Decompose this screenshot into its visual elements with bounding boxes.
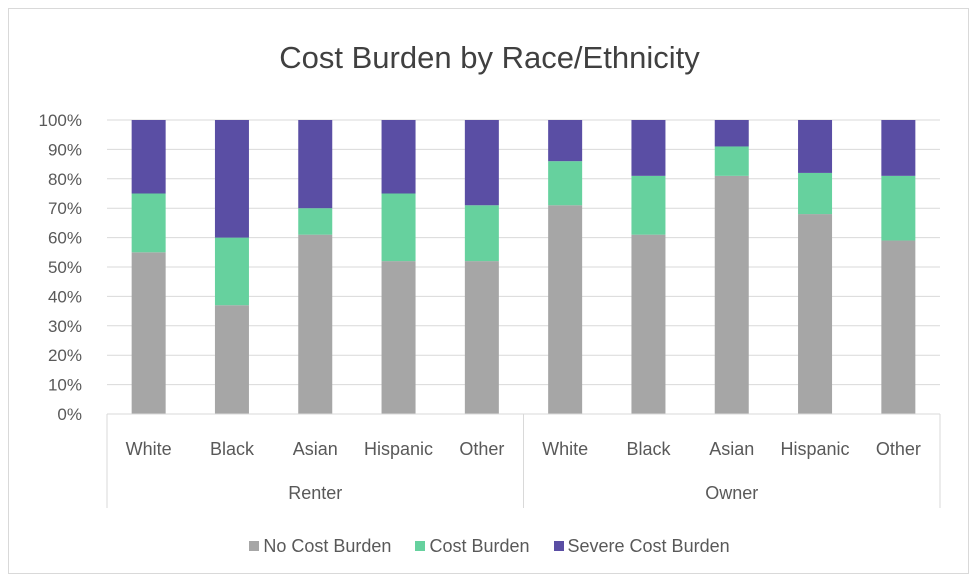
x-tick-label: White (126, 439, 172, 459)
bar-no-cost-burden (548, 205, 583, 414)
bar-no-cost-burden (381, 261, 416, 414)
bar-no-cost-burden (714, 175, 749, 414)
x-tick-label: Other (459, 439, 504, 459)
bar-cost-burden (381, 193, 416, 262)
y-tick-label: 60% (48, 229, 82, 248)
bar-severe-cost-burden (881, 120, 916, 176)
x-tick-label: Hispanic (781, 439, 850, 459)
chart-legend: No Cost Burden Cost Burden Severe Cost Bur… (0, 536, 979, 557)
x-tick-label: Hispanic (364, 439, 433, 459)
y-tick-label: 30% (48, 317, 82, 336)
legend-swatch (553, 541, 564, 551)
legend-item-severe-cost-burden: Severe Cost Burden (553, 536, 730, 557)
y-tick-label: 100% (39, 111, 82, 130)
bar-cost-burden (631, 175, 666, 235)
bar-severe-cost-burden (131, 120, 166, 194)
legend-item-no-cost-burden: No Cost Burden (249, 536, 391, 557)
legend-label: Severe Cost Burden (567, 536, 730, 556)
bar-no-cost-burden (881, 240, 916, 414)
y-tick-label: 70% (48, 199, 82, 218)
bar-severe-cost-burden (631, 120, 666, 176)
bar-severe-cost-burden (548, 120, 583, 162)
bar-cost-burden (464, 205, 499, 262)
bar-cost-burden (798, 172, 833, 215)
x-tick-label: Other (876, 439, 921, 459)
x-tick-label: Black (626, 439, 671, 459)
bar-no-cost-burden (298, 234, 333, 414)
bar-severe-cost-burden (714, 120, 749, 147)
legend-swatch (415, 541, 426, 551)
bar-severe-cost-burden (464, 120, 499, 206)
y-tick-label: 0% (57, 405, 82, 424)
bar-no-cost-burden (214, 305, 249, 414)
x-tick-label: Asian (293, 439, 338, 459)
bar-severe-cost-burden (214, 120, 249, 238)
x-group-label: Renter (288, 483, 342, 503)
y-tick-label: 10% (48, 376, 82, 395)
bar-no-cost-burden (131, 252, 166, 414)
legend-label: Cost Burden (429, 536, 530, 556)
bar-no-cost-burden (631, 234, 666, 414)
bar-cost-burden (214, 237, 249, 306)
y-tick-label: 50% (48, 258, 82, 277)
x-tick-label: Black (210, 439, 255, 459)
chart-title: Cost Burden by Race/Ethnicity (279, 40, 700, 75)
y-tick-label: 40% (48, 287, 82, 306)
legend-label: No Cost Burden (263, 536, 392, 556)
y-tick-label: 80% (48, 170, 82, 189)
y-tick-label: 90% (48, 140, 82, 159)
bar-cost-burden (881, 175, 916, 241)
bar-severe-cost-burden (298, 120, 333, 209)
x-tick-label: Asian (709, 439, 754, 459)
bar-cost-burden (714, 146, 749, 176)
bar-severe-cost-burden (381, 120, 416, 194)
bar-cost-burden (298, 208, 333, 235)
bar-cost-burden (131, 193, 166, 253)
bar-severe-cost-burden (798, 120, 833, 173)
legend-item-cost-burden: Cost Burden (415, 536, 530, 557)
x-group-label: Owner (705, 483, 758, 503)
bar-no-cost-burden (464, 261, 499, 414)
bar-cost-burden (548, 161, 583, 206)
y-tick-label: 20% (48, 346, 82, 365)
x-tick-label: White (542, 439, 588, 459)
bar-no-cost-burden (798, 214, 833, 414)
legend-swatch (249, 541, 260, 551)
